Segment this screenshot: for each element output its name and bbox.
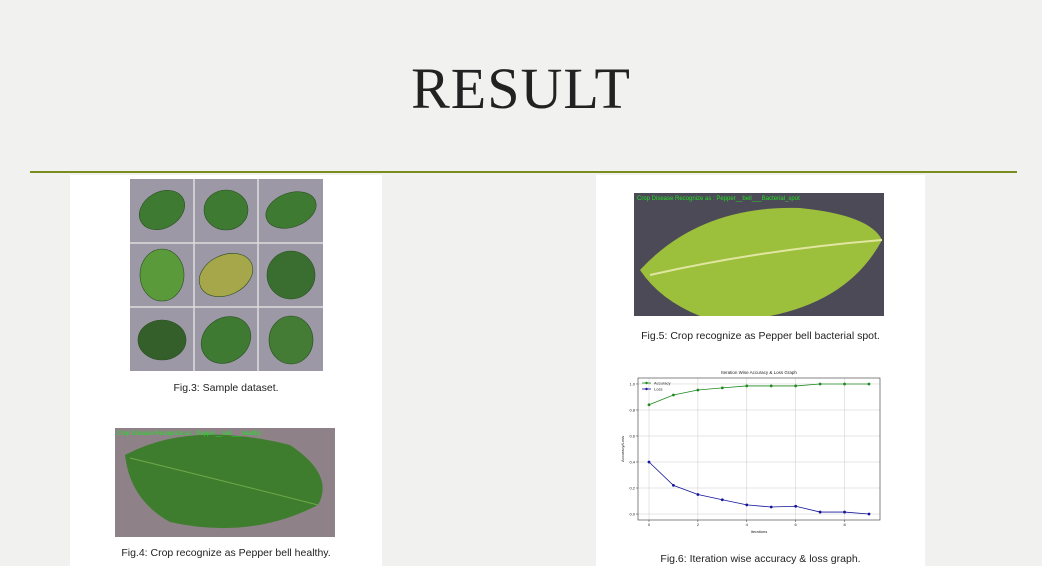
legend-marker — [645, 387, 648, 391]
data-line — [648, 461, 870, 515]
chart-image — [620, 366, 887, 540]
data-point — [867, 512, 871, 516]
data-point — [720, 498, 724, 502]
image-overlay-text: Crop Disease Recognize as : Pepper__bell… — [637, 196, 800, 202]
x-tick-label: 6 — [795, 522, 798, 527]
data-point — [672, 484, 675, 487]
legend-label: Accuracy — [654, 381, 670, 386]
divider — [30, 171, 1017, 173]
x-tick-label: 2 — [697, 522, 700, 527]
legend-marker — [645, 381, 648, 385]
x-tick-label: 4 — [746, 522, 749, 527]
figure-caption: Fig.4: Crop recognize as Pepper bell hea… — [121, 547, 331, 559]
x-tick-label: 0 — [648, 522, 651, 527]
data-point — [818, 382, 822, 386]
x-tick-label: 8 — [843, 522, 846, 527]
figure-caption: Fig.5: Crop recognize as Pepper bell bac… — [641, 330, 880, 342]
sample-grid — [130, 179, 323, 371]
data-point — [843, 382, 846, 386]
figure-caption: Fig.6: Iteration wise accuracy & loss gr… — [660, 553, 861, 565]
data-point — [794, 504, 798, 508]
legend-label: Loss — [654, 387, 662, 392]
plot-frame — [637, 377, 881, 521]
data-point — [696, 388, 700, 392]
y-axis-label: Accuracy/Loss — [620, 436, 625, 462]
y-tick-label: 0.8 — [629, 407, 635, 412]
data-point — [794, 384, 798, 388]
data-point — [720, 386, 724, 390]
y-tick-label: 0.2 — [629, 486, 635, 491]
data-point — [647, 460, 651, 464]
figure-caption: Fig.3: Sample dataset. — [173, 382, 279, 394]
slide-title: RESULT — [411, 56, 631, 121]
image-overlay-text: Crop Disease Recognize as : Pepper__bell… — [117, 431, 261, 437]
data-point — [818, 510, 822, 514]
data-point — [745, 384, 749, 388]
bacterial-spot-leaf-photo: Crop Disease Recognize as : Pepper__bell… — [634, 193, 884, 316]
y-tick-label: 1.0 — [629, 381, 635, 386]
data-line — [648, 383, 869, 406]
y-tick-label: 0.0 — [629, 512, 635, 517]
data-point — [867, 382, 871, 386]
y-tick-label: 0.6 — [629, 433, 635, 438]
data-point — [672, 393, 675, 397]
healthy-leaf-photo: Crop Disease Recognize as : Pepper__bell… — [115, 428, 335, 537]
data-point — [843, 510, 846, 514]
chart-title: Iteration Wise Accuracy & Loss Graph — [721, 370, 797, 375]
data-point — [769, 384, 773, 388]
y-tick-label: 0.4 — [629, 460, 635, 465]
data-point — [745, 503, 749, 507]
data-point — [647, 403, 651, 407]
data-point — [696, 493, 700, 496]
x-axis-label: Iterations — [751, 529, 767, 534]
data-point — [769, 505, 773, 509]
